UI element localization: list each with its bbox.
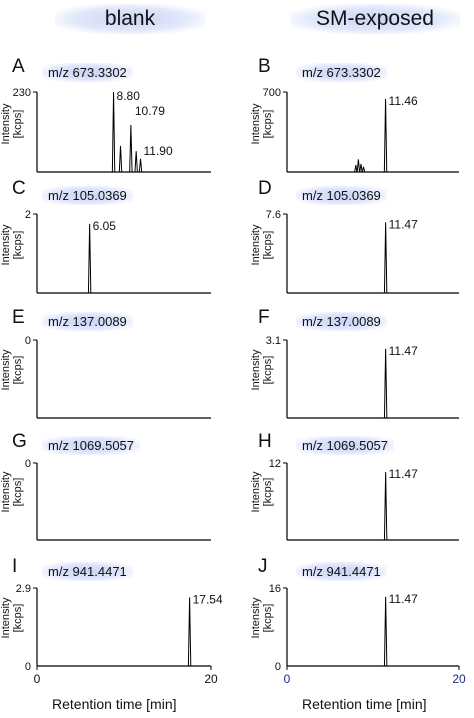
y-max-label-h: 12 — [269, 458, 281, 470]
x-tick-label-j-1: 20 — [452, 672, 466, 686]
peak-a-1 — [118, 145, 123, 173]
y-max-label-a: 230 — [13, 87, 31, 99]
panel-label-j: J — [258, 556, 268, 577]
peak-b-1 — [356, 159, 361, 173]
plot-g: 0 — [25, 458, 211, 541]
peak-label-f-0: 11.47 — [389, 344, 418, 358]
peak-label-i-0: 17.54 — [193, 592, 223, 606]
header-sm-exposed: SM-exposed — [290, 4, 460, 34]
panel-label-h: H — [258, 431, 272, 452]
peak-label-d-0: 11.47 — [389, 217, 418, 231]
y-max-label-g: 0 — [25, 458, 31, 470]
peak-f-0 — [383, 348, 388, 419]
y-max-label-c: 2 — [25, 209, 31, 221]
peak-j-0 — [383, 596, 388, 667]
x-axis-title-right: Retention time [min] — [302, 696, 427, 712]
plot-i: 2.9 0 17.54 0 20 — [16, 583, 223, 686]
peak-b-0 — [354, 165, 358, 173]
panel-label-e: E — [12, 307, 25, 328]
peak-c-0 — [87, 223, 92, 294]
peak-a-2 — [129, 125, 133, 173]
header-blank: blank — [55, 4, 205, 34]
mz-label-a: m/z 673.3302 — [42, 63, 133, 82]
y-zero-label-i: 0 — [25, 661, 31, 673]
x-axis-title-left: Retention time [min] — [52, 696, 177, 712]
peak-a-3 — [134, 151, 138, 173]
peak-label-j-0: 11.47 — [389, 592, 418, 606]
panel-label-f: F — [258, 307, 270, 328]
peak-label-b-0: 11.46 — [389, 94, 418, 108]
mz-label-i: m/z 941.4471 — [42, 562, 133, 581]
panel-label-c: C — [12, 178, 26, 199]
plot-f: 3.1 11.47 — [266, 335, 459, 419]
mz-label-c: m/z 105.0369 — [42, 186, 133, 205]
mz-label-e: m/z 137.0089 — [42, 312, 133, 331]
y-max-label-e: 0 — [25, 335, 31, 347]
x-tick-label-i-1: 20 — [204, 672, 218, 686]
peak-h-0 — [383, 471, 388, 541]
peak-label-a-0: 8.80 — [117, 89, 141, 103]
y-zero-label-j: 0 — [275, 661, 281, 673]
peak-label-a-2: 11.90 — [144, 144, 173, 158]
peak-b-3 — [361, 166, 366, 173]
mz-label-b: m/z 673.3302 — [296, 63, 387, 82]
mz-label-d: m/z 105.0369 — [296, 186, 387, 205]
panel-label-a: A — [12, 56, 25, 77]
plot-e: 0 — [25, 335, 211, 419]
x-tick-label-i-0: 0 — [34, 672, 41, 686]
mz-label-j: m/z 941.4471 — [296, 562, 387, 581]
peak-label-a-1: 10.79 — [135, 104, 165, 118]
peak-i-0 — [187, 597, 192, 667]
peak-label-h-0: 11.47 — [389, 467, 418, 481]
panel-label-i: I — [12, 556, 18, 577]
mz-label-g: m/z 1069.5057 — [42, 436, 141, 455]
mz-label-h: m/z 1069.5057 — [296, 436, 395, 455]
plot-b: 700 11.46 — [263, 87, 459, 173]
y-max-label-j: 16 — [269, 583, 281, 595]
plot-d: 7.6 11.47 — [266, 209, 459, 294]
plot-c: 26.05 — [25, 209, 211, 294]
panel-label-d: D — [258, 178, 272, 199]
peak-b-2 — [359, 163, 363, 173]
y-max-label-b: 700 — [263, 87, 281, 99]
peak-b-4 — [383, 98, 388, 173]
y-max-label-d: 7.6 — [266, 209, 281, 221]
plot-h: 12 11.47 — [269, 458, 459, 541]
panel-label-b: B — [258, 56, 271, 77]
peak-a-0 — [111, 91, 116, 173]
peak-label-c-0: 6.05 — [93, 219, 117, 233]
x-tick-label-j-0: 0 — [284, 672, 291, 686]
y-max-label-i: 2.9 — [16, 583, 31, 595]
mz-label-f: m/z 137.0089 — [296, 312, 387, 331]
peak-a-4 — [138, 158, 143, 173]
y-max-label-f: 3.1 — [266, 335, 281, 347]
peak-d-0 — [383, 222, 388, 294]
panel-label-g: G — [12, 431, 27, 452]
plot-j: 16 0 11.47 0 20 — [269, 583, 466, 686]
